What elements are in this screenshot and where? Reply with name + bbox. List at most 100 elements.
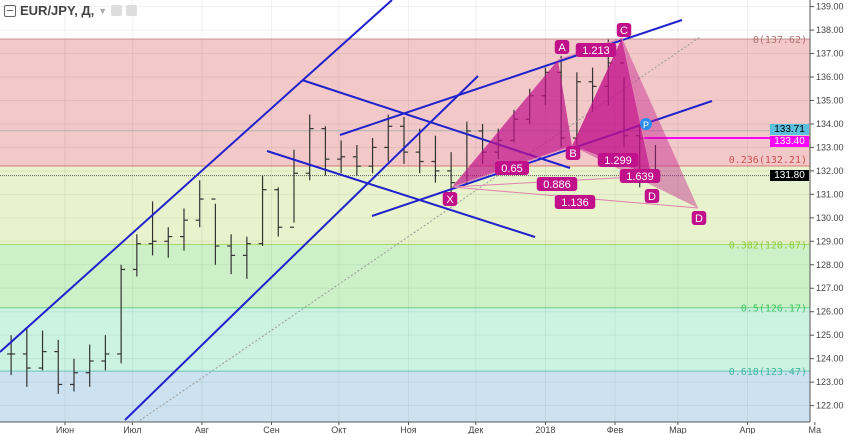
pattern-ratio-label-bg	[575, 43, 617, 57]
symbol-title[interactable]: EUR/JPY, Д,	[20, 3, 95, 18]
x-tick-label: Июн	[56, 425, 74, 434]
fib-level-label: 0.236(132.21)	[729, 155, 807, 166]
x-tick-label: Ма	[809, 425, 822, 434]
y-tick-label: 136.00	[816, 72, 844, 82]
pattern-point-label: A	[558, 42, 566, 54]
fib-level-label: 0(137.62)	[753, 35, 807, 46]
x-tick-label: Авг	[195, 425, 210, 434]
ohlc-bar	[415, 128, 424, 174]
trend-line	[266, 150, 536, 238]
ohlc-bar	[164, 227, 173, 258]
y-tick-label: 132.00	[816, 166, 844, 176]
ohlc-bar	[54, 339, 63, 394]
ohlc-bar	[148, 201, 157, 256]
x-tick-label: Июл	[123, 425, 141, 434]
x-tick-label: Ноя	[400, 425, 417, 434]
pattern-point-label: X	[446, 194, 454, 206]
x-tick-label: 2018	[535, 425, 555, 434]
trend-line	[339, 19, 683, 136]
pattern-ratio-label: 1.136	[561, 197, 589, 209]
fib-zone	[0, 38, 810, 166]
pattern-point-label: P	[643, 120, 649, 130]
x-tick-label: Сен	[263, 425, 280, 434]
pattern-point-label: D	[695, 213, 703, 225]
ohlc-bar	[337, 140, 346, 174]
pattern-ratio-label: 1.213	[582, 45, 610, 57]
gear-icon[interactable]	[126, 5, 138, 16]
y-tick-label: 135.00	[816, 95, 844, 105]
ohlc-bar	[242, 236, 251, 279]
harmonic-pattern-triangle	[572, 38, 698, 208]
ohlc-bar	[305, 114, 314, 181]
pattern-ratio-label-bg	[619, 169, 661, 183]
pattern-point-label-bg	[565, 146, 581, 160]
y-tick-label: 131.00	[816, 189, 844, 199]
harmonic-pattern-triangle	[572, 38, 652, 176]
fib-level-label: 0.5(126.17)	[741, 304, 807, 315]
ohlc-bar	[258, 175, 267, 246]
pattern-ratio-label: 0.886	[543, 179, 571, 191]
y-tick-label: 134.00	[816, 119, 844, 129]
y-tick-label: 139.00	[816, 2, 844, 12]
chevron-down-icon[interactable]: ▼	[98, 5, 108, 16]
y-tick-label: 128.00	[816, 260, 844, 270]
pattern-point-label-bg	[554, 40, 570, 54]
price-tag: 133.71	[770, 124, 809, 135]
ohlc-bar	[431, 135, 440, 183]
fib-zone	[0, 371, 810, 422]
y-tick-label: 124.00	[816, 354, 844, 364]
x-tick-label: Апр	[740, 425, 756, 434]
pattern-ratio-label-bg	[536, 177, 578, 191]
ohlc-bar	[117, 264, 126, 364]
ohlc-bar	[368, 138, 377, 174]
pattern-ratio-label: 0.65	[501, 163, 522, 175]
ohlc-bar	[195, 180, 204, 228]
ohlc-bar	[289, 149, 298, 228]
y-tick-label: 126.00	[816, 307, 844, 317]
price-axis	[810, 0, 850, 434]
y-tick-label: 127.00	[816, 283, 844, 293]
trend-line	[0, 0, 393, 353]
y-tick-label: 137.00	[816, 49, 844, 59]
ohlc-bar	[38, 330, 47, 371]
y-tick-label: 133.00	[816, 142, 844, 152]
ohlc-bar	[447, 152, 456, 195]
pattern-ratio-label: 1.299	[604, 155, 632, 167]
ohlc-bar	[132, 234, 141, 277]
x-tick-label: Фев	[607, 425, 624, 434]
ohlc-bar	[85, 344, 94, 387]
collapse-icon[interactable]	[4, 4, 16, 17]
pattern-point-label-bg	[691, 211, 707, 225]
pattern-point-label-bg	[616, 23, 632, 37]
fib-level-label: 0.618(123.47)	[729, 367, 807, 378]
x-tick-label: Дек	[468, 425, 483, 434]
x-tick-label: Окт	[331, 425, 346, 434]
ohlc-bar	[179, 208, 188, 251]
harmonic-pattern-triangle	[452, 60, 572, 187]
ohlc-bar	[211, 198, 220, 265]
x-tick-label: Мар	[669, 425, 687, 434]
pattern-point-p	[640, 118, 652, 130]
ohlc-bar	[321, 126, 330, 176]
price-tag: 131.80	[770, 170, 809, 181]
pattern-point-label: B	[569, 148, 576, 160]
ohlc-bar	[69, 358, 78, 392]
pattern-point-label-bg	[442, 192, 458, 206]
y-tick-label: 138.00	[816, 25, 844, 35]
pattern-ratio-label-bg	[495, 161, 529, 175]
time-axis	[0, 422, 850, 434]
fib-level-label: 0.382(128.87)	[729, 240, 807, 251]
pattern-point-label-bg	[644, 189, 660, 203]
trend-line	[124, 75, 479, 421]
eye-icon[interactable]	[111, 5, 123, 16]
chart-header: EUR/JPY, Д, ▼	[4, 3, 138, 18]
price-tag: 133.40	[770, 136, 809, 147]
ohlc-bar	[352, 145, 361, 176]
ohlc-bar	[227, 234, 236, 275]
pattern-ratio-label: 1.639	[626, 171, 654, 183]
ohlc-bar	[22, 328, 31, 387]
pattern-ratio-label-bg	[597, 153, 639, 167]
y-tick-label: 129.00	[816, 236, 844, 246]
trend-line	[371, 100, 713, 217]
